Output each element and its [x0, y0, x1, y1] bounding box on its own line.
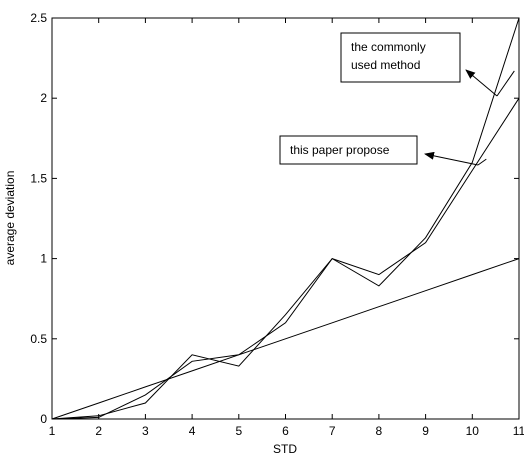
x-tick-label: 7	[329, 424, 336, 438]
annotation-text: used method	[351, 58, 420, 72]
x-tick-label: 4	[189, 424, 196, 438]
x-tick-label: 6	[282, 424, 289, 438]
annotations-group: the commonly used method this paper propos…	[279, 32, 515, 166]
annotation-arrow	[424, 151, 479, 166]
x-tick-label: 10	[466, 424, 480, 438]
x-tick-label: 9	[422, 424, 429, 438]
annotation-paper: this paper propose	[279, 135, 487, 166]
annotation-commonly: the commonly used method	[340, 32, 515, 97]
axis-ticks: 1 2 3 4 5 6 7 8 9 10 11 0 0.5 1 1.5 2 2.5	[30, 11, 524, 438]
x-tick-label: 11	[513, 424, 524, 438]
x-tick-label: 1	[49, 424, 56, 438]
y-tick-label: 0.5	[30, 332, 47, 346]
y-tick-label: 2.5	[30, 11, 47, 25]
x-tick-label: 3	[142, 424, 149, 438]
annotation-arrow	[465, 69, 498, 97]
series-line-1	[51, 17, 520, 420]
y-tick-label: 1.5	[30, 171, 47, 185]
annotation-box	[279, 135, 418, 165]
annotation-box	[340, 32, 461, 83]
x-tick-label: 2	[95, 424, 102, 438]
y-tick-label: 0	[40, 412, 47, 426]
series-group	[51, 17, 520, 420]
annotation-leader-line	[496, 70, 515, 97]
annotation-text: this paper propose	[290, 143, 390, 157]
y-axis-label: average deviation	[3, 171, 17, 266]
y-tick-label: 1	[40, 252, 47, 266]
annotation-text: the commonly	[351, 40, 426, 54]
y-tick-label: 2	[40, 91, 47, 105]
x-tick-label: 8	[376, 424, 383, 438]
x-tick-label: 5	[235, 424, 242, 438]
annotation-leader-line	[477, 158, 487, 166]
series-line-3	[51, 258, 520, 420]
x-axis-label: STD	[273, 442, 297, 456]
series-line-2	[51, 97, 520, 420]
